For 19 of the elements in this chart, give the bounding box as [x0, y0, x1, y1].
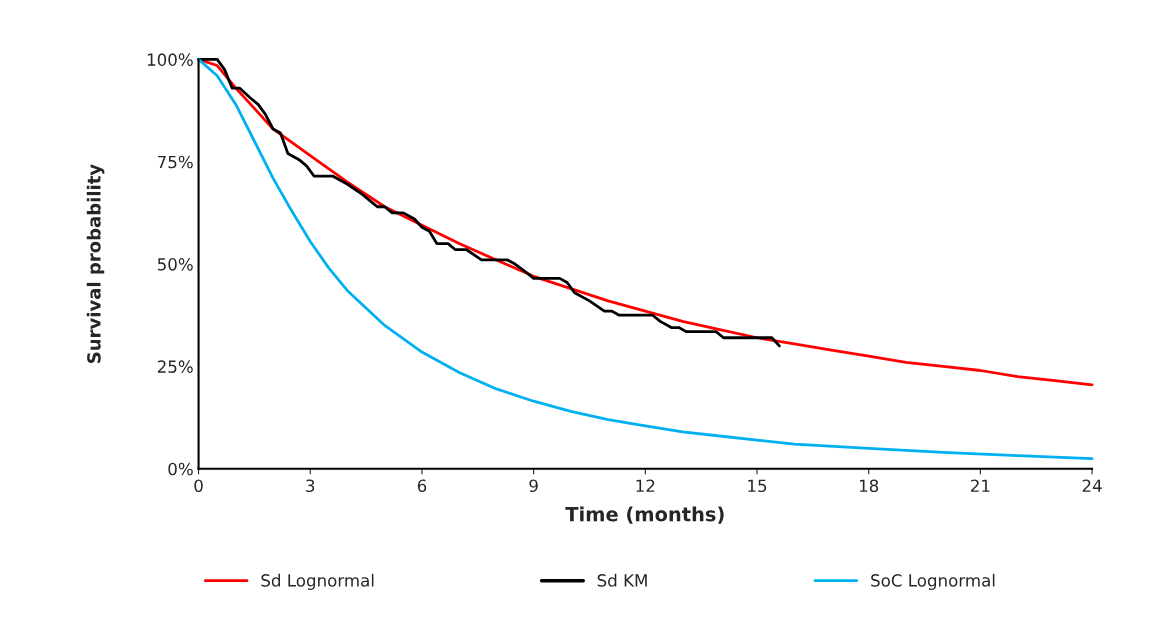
x-tick-label: 6 — [417, 479, 427, 493]
x-tick-label: 12 — [636, 479, 655, 492]
x-tick-label: 0 — [194, 479, 203, 493]
x-tick-label: 3 — [306, 479, 315, 493]
y-tick-label: 50% — [157, 258, 193, 271]
x-tick-label: 9 — [529, 479, 538, 493]
x-tick-label: 18 — [859, 479, 879, 493]
y-axis-title: Survival probability — [86, 164, 105, 363]
y-tick-label: 25% — [157, 360, 193, 373]
x-tick-label: 24 — [1082, 479, 1102, 492]
y-tick-label: 100% — [147, 53, 193, 66]
legend-label: Sd Lognormal — [261, 573, 374, 590]
legend-label: Sd KM — [597, 573, 647, 587]
legend-label: SoC Lognormal — [871, 573, 995, 590]
x-axis-title: Time (months) — [565, 506, 724, 524]
x-tick-label: 21 — [971, 479, 990, 492]
y-tick-label: 0% — [168, 462, 193, 476]
y-tick-label: 75% — [158, 155, 193, 169]
x-tick-label: 15 — [748, 479, 767, 493]
